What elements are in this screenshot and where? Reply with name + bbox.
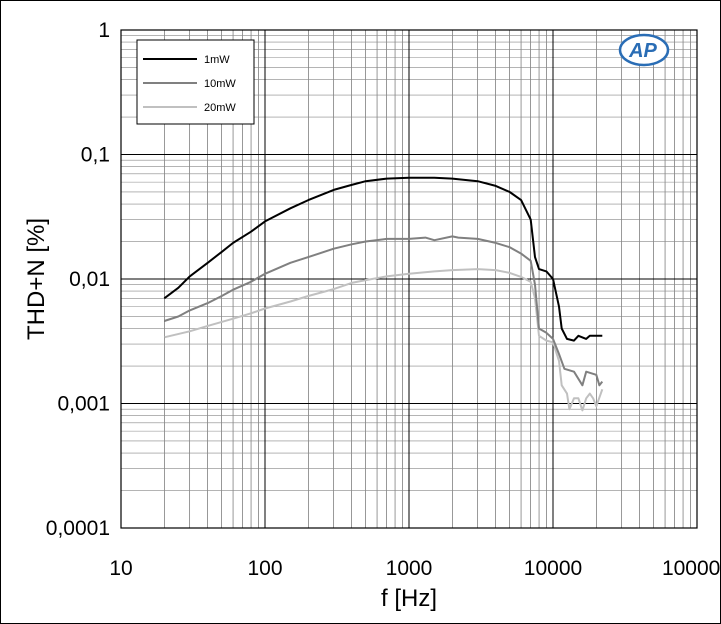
- legend-label: 20mW: [204, 102, 236, 114]
- ap-logo-text: AP: [628, 40, 657, 62]
- x-tick-label: 10: [109, 557, 132, 580]
- series-layer: [163, 176, 604, 412]
- x-tick-label: 100: [247, 557, 282, 580]
- series-line-10mW: [163, 235, 604, 387]
- series-line-1mW: [163, 176, 603, 342]
- x-tick-label: 1000: [386, 557, 433, 580]
- y-tick-label: 1: [98, 19, 110, 42]
- x-axis-label: f [Hz]: [381, 585, 437, 612]
- x-tick-label: 100000: [662, 557, 721, 580]
- series-line-20mW: [164, 268, 604, 412]
- y-tick-labels: 1 0,1 0,01 0,001 0,0001: [46, 19, 110, 540]
- major-grid: [121, 30, 697, 528]
- ap-logo: AP: [618, 33, 670, 67]
- y-tick-label: 0,1: [81, 144, 110, 167]
- legend: 1mW 10mW 20mW: [136, 39, 255, 125]
- y-tick-label: 0,0001: [46, 517, 110, 540]
- y-tick-label: 0,01: [69, 268, 110, 291]
- legend-label: 10mW: [204, 78, 236, 90]
- x-tick-label: 10000: [524, 557, 582, 580]
- x-tick-labels: 10 100 1000 10000 100000: [109, 557, 721, 580]
- legend-label: 1mW: [204, 54, 230, 66]
- y-axis-label: THD+N [%]: [23, 218, 50, 340]
- plot-border: [120, 29, 698, 529]
- y-tick-label: 0,001: [57, 393, 110, 416]
